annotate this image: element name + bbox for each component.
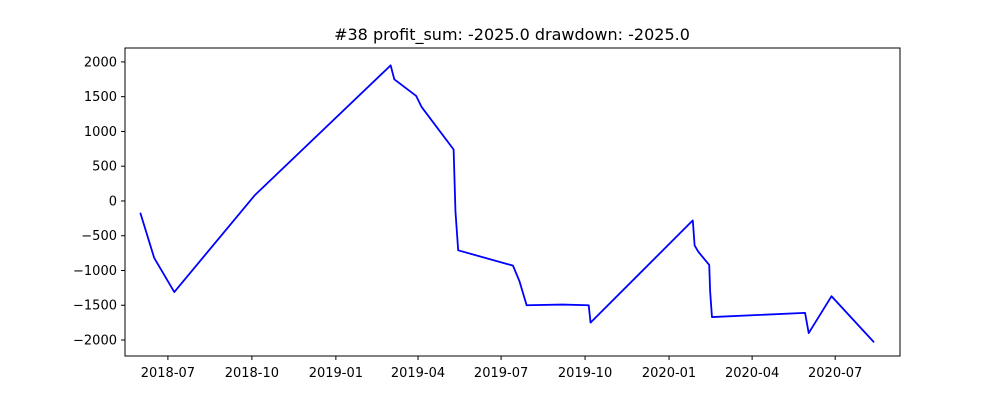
y-tick-label: −1500 (73, 299, 117, 314)
x-tick-label: 2019-07 (474, 366, 528, 381)
y-tick-label: 500 (92, 160, 117, 175)
y-tick-label: 2000 (84, 55, 117, 70)
y-tick-label: 0 (109, 194, 117, 209)
x-tick-label: 2020-04 (725, 366, 779, 381)
x-tick-label: 2018-07 (141, 366, 195, 381)
x-tick-label: 2019-01 (309, 366, 363, 381)
x-axis: 2018-07 2018-10 2019-01 2019-04 2019-07 2019-… (141, 356, 862, 381)
x-tick-label: 2020-01 (642, 366, 696, 381)
y-axis: 2000 1500 1000 500 0 −500 −1000 −1500 −2000 (73, 55, 125, 349)
x-tick-label: 2019-04 (391, 366, 445, 381)
x-tick-label: 2019-10 (558, 366, 612, 381)
chart-title: #38 profit_sum: -2025.0 drawdown: -2025.… (334, 25, 690, 45)
plot-frame (124, 47, 901, 357)
series-line (139, 64, 875, 343)
y-tick-label: −2000 (73, 334, 117, 349)
x-tick-label: 2020-07 (808, 366, 862, 381)
y-tick-label: −1000 (73, 264, 117, 279)
series-layer (139, 64, 875, 343)
y-tick-label: 1500 (84, 90, 117, 105)
y-tick-label: −500 (81, 229, 117, 244)
x-tick-label: 2018-10 (225, 366, 279, 381)
y-tick-label: 1000 (84, 125, 117, 140)
